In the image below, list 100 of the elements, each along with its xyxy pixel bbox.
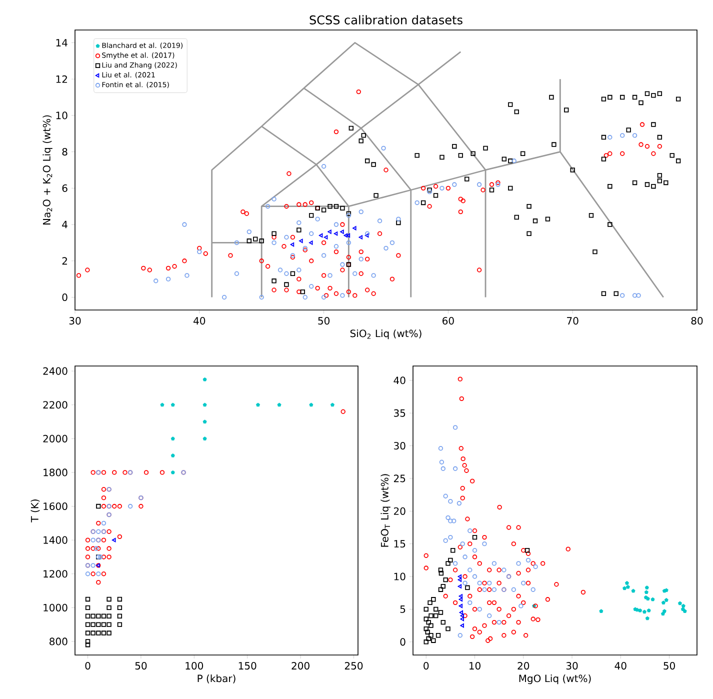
point bbox=[468, 528, 472, 534]
point bbox=[106, 614, 112, 618]
point bbox=[85, 639, 90, 644]
point bbox=[101, 622, 106, 627]
point bbox=[96, 622, 101, 627]
y-tick-label: 20 bbox=[394, 507, 406, 515]
point bbox=[377, 218, 382, 224]
point bbox=[642, 610, 646, 614]
point bbox=[101, 520, 106, 526]
point bbox=[112, 538, 116, 542]
point bbox=[624, 580, 629, 585]
point bbox=[170, 436, 175, 440]
point bbox=[446, 561, 450, 566]
point bbox=[452, 518, 456, 524]
point bbox=[106, 596, 112, 602]
y-tick-label: 2400 bbox=[43, 367, 68, 375]
y-tick-label: 1400 bbox=[44, 536, 68, 544]
point bbox=[358, 235, 363, 240]
point bbox=[443, 538, 448, 543]
point bbox=[184, 273, 190, 278]
x-tick-label: 10 bbox=[469, 662, 480, 670]
point bbox=[278, 268, 283, 272]
point bbox=[458, 574, 462, 579]
point bbox=[321, 164, 326, 169]
point bbox=[94, 546, 99, 551]
point bbox=[460, 614, 464, 618]
y-tick-label: 1000 bbox=[44, 604, 68, 612]
x-tick-label: 200 bbox=[292, 662, 310, 670]
point bbox=[90, 622, 96, 627]
point bbox=[340, 262, 345, 267]
point bbox=[334, 244, 339, 249]
point bbox=[340, 230, 344, 234]
point bbox=[318, 233, 323, 238]
point bbox=[85, 546, 90, 551]
point bbox=[384, 246, 388, 251]
point bbox=[117, 504, 122, 509]
x-tick-label: 40 bbox=[614, 662, 626, 670]
point bbox=[170, 402, 175, 407]
point bbox=[681, 604, 686, 608]
point bbox=[352, 226, 356, 230]
point bbox=[197, 249, 202, 254]
point bbox=[452, 466, 458, 471]
point bbox=[626, 584, 630, 589]
point bbox=[664, 598, 668, 602]
point bbox=[458, 633, 463, 638]
point bbox=[302, 294, 308, 300]
point bbox=[428, 633, 434, 638]
point bbox=[90, 572, 96, 576]
point bbox=[296, 220, 302, 226]
point bbox=[85, 554, 90, 560]
point bbox=[381, 146, 386, 151]
point bbox=[518, 604, 524, 608]
point bbox=[328, 230, 332, 234]
point bbox=[424, 606, 428, 612]
y-tick-label: 1800 bbox=[44, 468, 68, 476]
point bbox=[424, 626, 428, 632]
point bbox=[106, 605, 112, 610]
point bbox=[334, 232, 338, 236]
point bbox=[117, 596, 122, 602]
point bbox=[472, 548, 478, 553]
point bbox=[632, 293, 638, 298]
point bbox=[90, 614, 96, 618]
point bbox=[117, 622, 122, 627]
y-axis-title: Na$_{2}$O + K$_{2}$O Liq (wt%) bbox=[42, 115, 52, 225]
point bbox=[521, 580, 526, 586]
x-tick-label: 0 bbox=[85, 662, 90, 670]
point bbox=[426, 620, 431, 625]
point bbox=[296, 268, 302, 272]
point bbox=[106, 554, 112, 560]
point bbox=[468, 600, 472, 606]
point bbox=[144, 470, 149, 475]
point bbox=[502, 568, 506, 572]
point bbox=[328, 273, 332, 278]
point bbox=[620, 293, 625, 298]
point bbox=[101, 538, 106, 542]
y-tick-label: 8 bbox=[62, 148, 68, 156]
point bbox=[460, 616, 464, 622]
point bbox=[202, 436, 207, 440]
y-tick-label: 6 bbox=[62, 184, 68, 192]
point bbox=[434, 606, 438, 612]
x-tick-label: 80 bbox=[691, 317, 703, 325]
point bbox=[309, 402, 314, 407]
point bbox=[440, 584, 446, 589]
point bbox=[448, 518, 453, 524]
point bbox=[309, 240, 313, 245]
point bbox=[530, 587, 536, 592]
point bbox=[346, 240, 352, 246]
x-tick-label: 40 bbox=[194, 317, 206, 325]
x-tick-label: 20 bbox=[518, 662, 530, 670]
point bbox=[106, 622, 112, 627]
point bbox=[101, 504, 106, 509]
point bbox=[101, 495, 106, 500]
point bbox=[645, 616, 650, 620]
point bbox=[460, 623, 464, 628]
point bbox=[85, 630, 90, 636]
point bbox=[526, 558, 531, 563]
point bbox=[340, 409, 346, 414]
point bbox=[202, 402, 207, 407]
point bbox=[290, 242, 294, 247]
point bbox=[96, 580, 101, 585]
